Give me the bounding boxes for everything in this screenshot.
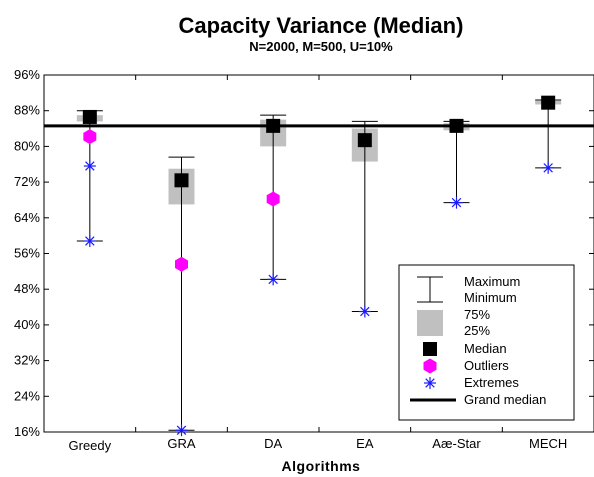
legend-label: Maximum [464,274,520,289]
x-axis-label: Algorithms [282,458,361,474]
y-tick-label: 48% [14,281,40,296]
box-group [535,95,562,174]
extreme-marker-d2 [176,425,187,435]
outlier-marker [83,129,97,145]
x-tick-label: DA [264,436,282,451]
legend-label: 25% [464,323,490,338]
y-tick-label: 64% [14,210,40,225]
x-tick-label: Aæ-Star [432,436,481,451]
y-tick-label: 72% [14,174,40,189]
legend-label: Grand median [464,392,546,407]
y-tick-label: 56% [14,246,40,261]
y-tick-label: 24% [14,388,40,403]
outlier-marker [266,191,280,207]
y-tick-label: 40% [14,317,40,332]
extreme-marker-d2 [85,236,95,246]
legend-label: Extremes [464,375,519,390]
extreme-marker [450,196,463,209]
legend-extreme-symbol-d2 [425,378,435,388]
extreme-marker-d2 [543,163,553,173]
box-group [168,156,195,437]
legend-box-symbol [417,310,443,336]
extreme-marker-d2 [360,306,370,317]
y-tick-label: 32% [14,353,40,368]
extreme-marker [83,160,96,173]
x-tick-label: EA [356,436,374,451]
box-group [443,118,470,209]
median-marker [541,95,556,110]
y-tick-label: 88% [14,103,40,118]
extreme-marker-d2 [451,197,462,208]
legend-median-symbol [423,342,437,356]
legend-label: 75% [464,307,490,322]
median-marker [174,173,189,188]
median-marker [357,133,372,148]
extreme-marker [542,161,555,174]
extreme-marker [83,235,96,248]
x-tick-label: GRA [167,436,196,451]
extreme-marker [358,305,371,318]
y-tick-label: 80% [14,138,40,153]
extreme-marker-d2 [268,274,278,285]
x-tick-label: MECH [529,436,567,451]
median-marker [82,109,97,124]
legend-label: Median [464,341,507,356]
chart-title: Capacity Variance (Median) [179,13,464,38]
legend-extreme-symbol [424,377,436,389]
extreme-marker-d2 [85,161,95,171]
box-group [351,120,378,318]
y-tick-label: 96% [14,67,40,82]
box-group [76,109,103,248]
chart-subtitle: N=2000, M=500, U=10% [249,39,393,54]
legend-label: Outliers [464,358,509,373]
legend-outlier-symbol [423,358,437,374]
plot-area: 16% 24% 32% 40% 48% 56% 64% 72% 80% 88% 96% Greedy G… [14,67,594,453]
y-tick-label: 16% [14,424,40,439]
legend-label: Minimum [464,290,517,305]
extreme-marker [267,273,280,286]
outlier-marker [175,256,188,272]
x-tick-label: Greedy [69,438,112,453]
box-group [260,114,287,286]
extreme-marker [175,424,188,437]
